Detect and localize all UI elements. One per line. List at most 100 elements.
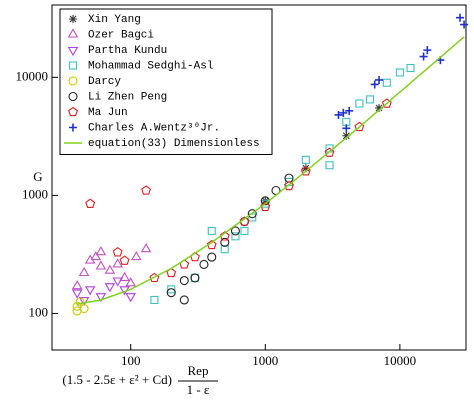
marker bbox=[112, 258, 123, 268]
marker bbox=[342, 117, 351, 126]
marker bbox=[324, 147, 335, 157]
legend-box bbox=[59, 8, 273, 155]
legend-swatch bbox=[69, 15, 77, 23]
marker bbox=[423, 46, 432, 55]
marker bbox=[84, 286, 96, 296]
marker bbox=[284, 180, 294, 191]
marker bbox=[119, 271, 130, 281]
marker bbox=[345, 106, 354, 115]
legend-label: equation(33) Dimensionless bbox=[88, 138, 260, 150]
marker bbox=[342, 124, 351, 133]
legend-swatch bbox=[68, 76, 78, 86]
marker bbox=[395, 68, 404, 77]
marker bbox=[260, 201, 271, 212]
fit-line bbox=[77, 36, 465, 305]
plot-frame bbox=[51, 4, 467, 351]
marker bbox=[220, 237, 230, 247]
marker bbox=[375, 75, 384, 84]
marker bbox=[150, 295, 159, 305]
marker bbox=[300, 166, 311, 176]
marker bbox=[79, 303, 89, 314]
marker bbox=[206, 239, 217, 250]
marker bbox=[460, 20, 469, 29]
marker bbox=[119, 255, 130, 265]
legend-label: Darcy bbox=[88, 76, 121, 88]
marker bbox=[456, 13, 465, 22]
marker bbox=[75, 297, 85, 307]
marker bbox=[381, 98, 392, 108]
y-tick-label: 10000 bbox=[16, 68, 49, 83]
marker bbox=[140, 243, 152, 253]
legend-swatch bbox=[69, 123, 77, 132]
legend-swatch bbox=[68, 106, 78, 117]
marker bbox=[219, 231, 230, 241]
marker bbox=[95, 260, 107, 270]
x-tick-label: 1000 bbox=[252, 353, 278, 368]
y-tick-label: 1000 bbox=[22, 186, 48, 201]
marker bbox=[231, 232, 240, 241]
marker bbox=[207, 226, 216, 235]
legend-label: Ozer Bagci bbox=[88, 29, 154, 41]
marker bbox=[199, 259, 209, 269]
marker bbox=[90, 250, 102, 261]
marker bbox=[239, 216, 250, 226]
marker bbox=[301, 164, 310, 173]
marker bbox=[419, 52, 428, 61]
marker bbox=[125, 277, 137, 287]
marker bbox=[95, 293, 107, 303]
legend-label: Ma Jun bbox=[88, 107, 128, 119]
marker bbox=[354, 121, 365, 132]
marker bbox=[370, 80, 379, 89]
legend-swatch bbox=[67, 28, 79, 38]
marker bbox=[301, 155, 310, 164]
marker bbox=[112, 247, 123, 257]
marker bbox=[71, 289, 83, 299]
x-axis-label: 1 - ε bbox=[187, 382, 210, 397]
x-axis-label: (1.5 - 2.5ε + ε² + Cd) bbox=[62, 372, 172, 387]
marker bbox=[125, 293, 137, 303]
marker bbox=[85, 198, 96, 208]
marker bbox=[375, 103, 384, 112]
legend-label: Partha Kundu bbox=[88, 45, 167, 57]
marker bbox=[240, 226, 249, 235]
x-tick-label: 100 bbox=[121, 353, 141, 368]
marker bbox=[207, 252, 217, 262]
marker bbox=[112, 277, 123, 287]
marker bbox=[95, 246, 107, 256]
marker bbox=[342, 131, 351, 140]
marker bbox=[166, 288, 176, 298]
marker bbox=[190, 273, 200, 283]
legend-swatch bbox=[67, 46, 79, 57]
legend-label: Charles A.Wentz³⁰Jr. bbox=[88, 122, 220, 134]
legend-swatch bbox=[68, 61, 78, 70]
marker bbox=[71, 280, 83, 290]
legend-label: Xin Yang bbox=[88, 14, 141, 26]
marker bbox=[355, 99, 364, 108]
marker bbox=[131, 250, 142, 261]
marker bbox=[365, 95, 375, 104]
y-tick-label: 100 bbox=[29, 304, 49, 319]
x-tick-label: 10000 bbox=[384, 353, 417, 368]
y-axis-label: G bbox=[33, 169, 42, 184]
marker bbox=[141, 185, 151, 195]
marker bbox=[334, 110, 343, 119]
legend-label: Li Zhen Peng bbox=[88, 91, 167, 103]
marker bbox=[78, 266, 90, 277]
marker bbox=[339, 108, 348, 117]
marker bbox=[179, 275, 189, 286]
marker bbox=[220, 245, 229, 254]
marker bbox=[261, 199, 270, 208]
marker bbox=[406, 63, 415, 73]
marker bbox=[167, 285, 176, 294]
marker bbox=[104, 283, 116, 293]
marker bbox=[78, 296, 90, 307]
marker bbox=[247, 209, 257, 219]
legend-swatch bbox=[68, 91, 78, 102]
x-axis-label: Rep bbox=[188, 363, 209, 378]
marker bbox=[261, 196, 270, 205]
legend-label: Mohammad Sedghi-Asl bbox=[88, 60, 213, 72]
marker bbox=[382, 78, 391, 87]
marker bbox=[230, 226, 240, 236]
marker bbox=[179, 295, 189, 305]
